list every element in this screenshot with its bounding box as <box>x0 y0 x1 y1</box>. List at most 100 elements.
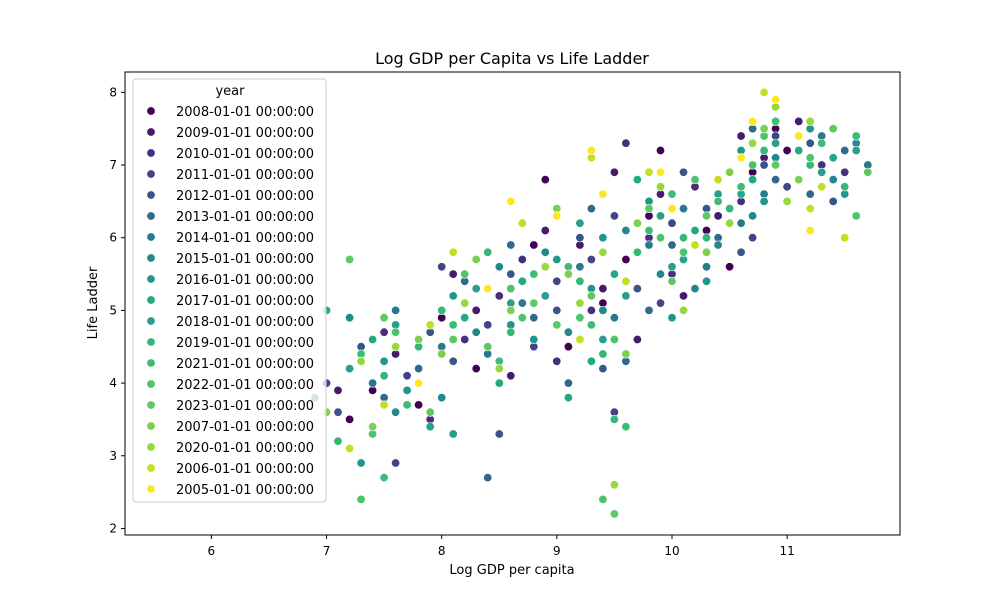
legend-marker <box>146 484 156 494</box>
data-point <box>345 313 355 323</box>
data-point <box>460 298 470 308</box>
data-point <box>759 87 769 97</box>
data-point <box>736 247 746 257</box>
legend-marker <box>146 295 156 305</box>
data-point <box>632 218 642 228</box>
data-point <box>713 211 723 221</box>
data-point <box>863 167 873 177</box>
data-point <box>333 385 343 395</box>
data-point <box>840 233 850 243</box>
data-point <box>586 255 596 265</box>
data-point <box>448 269 458 279</box>
data-point <box>805 153 815 163</box>
data-point <box>794 131 804 141</box>
data-point <box>655 167 665 177</box>
data-point <box>817 167 827 177</box>
data-point <box>379 473 389 483</box>
data-point <box>402 400 412 410</box>
data-point <box>609 414 619 424</box>
data-point <box>644 204 654 214</box>
data-point <box>391 407 401 417</box>
data-point <box>586 291 596 301</box>
data-point <box>575 262 585 272</box>
data-point <box>494 429 504 439</box>
legend-label: 2010-01-01 00:00:00 <box>176 147 314 162</box>
data-point <box>678 233 688 243</box>
legend-marker <box>146 379 156 389</box>
y-tick-label: 2 <box>109 521 117 535</box>
data-point <box>748 211 758 221</box>
data-point <box>632 284 642 294</box>
data-point <box>563 342 573 352</box>
x-tick-label: 7 <box>323 544 331 558</box>
data-point <box>690 175 700 185</box>
data-point <box>483 342 493 352</box>
data-point <box>391 342 401 352</box>
data-point <box>678 167 688 177</box>
data-point <box>356 494 366 504</box>
data-point <box>448 356 458 366</box>
data-point <box>368 378 378 388</box>
legend-marker <box>146 148 156 158</box>
data-point <box>575 218 585 228</box>
y-tick-label: 6 <box>109 231 117 245</box>
data-point <box>759 196 769 206</box>
data-point <box>609 509 619 519</box>
data-point <box>540 175 550 185</box>
data-point <box>483 247 493 257</box>
data-point <box>748 160 758 170</box>
data-point <box>506 305 516 315</box>
y-tick-label: 5 <box>109 303 117 317</box>
data-point <box>655 233 665 243</box>
data-point <box>828 153 838 163</box>
legend-label: 2023-01-01 00:00:00 <box>176 399 314 414</box>
data-point <box>840 146 850 156</box>
data-point <box>506 327 516 337</box>
data-point <box>494 378 504 388</box>
legend-marker <box>146 211 156 221</box>
data-point <box>828 175 838 185</box>
data-point <box>748 233 758 243</box>
series-7 <box>345 138 861 417</box>
x-tick-label: 6 <box>208 544 216 558</box>
data-point <box>506 240 516 250</box>
data-point <box>701 262 711 272</box>
data-point <box>701 247 711 257</box>
data-point <box>506 284 516 294</box>
legend-marker <box>146 232 156 242</box>
data-point <box>632 247 642 257</box>
data-point <box>517 218 527 228</box>
x-tick-label: 9 <box>553 544 561 558</box>
data-point <box>448 334 458 344</box>
series-13 <box>356 131 861 504</box>
data-point <box>725 167 735 177</box>
legend-box <box>132 78 327 503</box>
data-point <box>345 443 355 453</box>
data-point <box>391 458 401 468</box>
data-point <box>368 334 378 344</box>
data-point <box>517 276 527 286</box>
data-point <box>368 422 378 432</box>
data-point <box>701 233 711 243</box>
series-8 <box>356 124 850 468</box>
data-point <box>425 320 435 330</box>
series-4 <box>333 138 838 439</box>
data-point <box>644 240 654 250</box>
legend-label: 2017-01-01 00:00:00 <box>176 294 314 309</box>
data-point <box>621 291 631 301</box>
legend-marker <box>146 190 156 200</box>
data-point <box>575 313 585 323</box>
data-point <box>586 146 596 156</box>
legend-marker <box>146 316 156 326</box>
data-point <box>529 298 539 308</box>
data-point <box>782 182 792 192</box>
data-point <box>817 138 827 148</box>
legend-marker <box>146 463 156 473</box>
data-point <box>725 262 735 272</box>
data-point <box>598 334 608 344</box>
legend-marker <box>146 400 156 410</box>
data-point <box>552 320 562 330</box>
data-point <box>713 240 723 250</box>
data-point <box>402 385 412 395</box>
